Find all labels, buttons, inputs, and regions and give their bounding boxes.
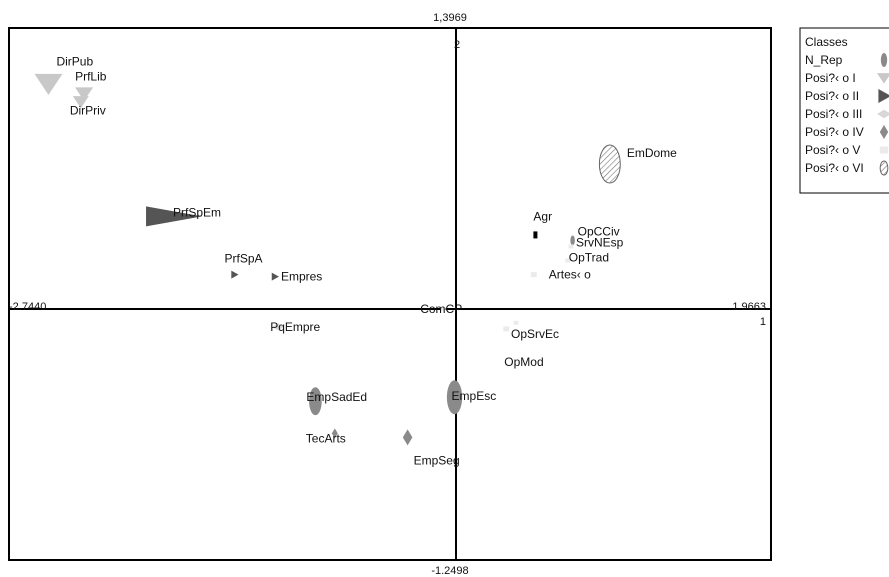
- data-point-srvnesp: [568, 244, 574, 249]
- data-point-comcp: [440, 306, 446, 311]
- point-label-prfspem: PrfSpEm: [173, 205, 221, 219]
- legend-label-i: Posi?‹ o I: [805, 71, 856, 85]
- data-point-dirpub: [34, 73, 63, 95]
- point-label-emdome: EmDome: [627, 146, 677, 160]
- data-point-empesc: [446, 380, 463, 415]
- x-max-label: 1.9663: [732, 301, 766, 313]
- data-point-dirpriv: [72, 96, 89, 109]
- point-label-prfspa: PrfSpA: [225, 252, 263, 266]
- legend-swatch-n-rep: [880, 53, 888, 67]
- legend-title: Classes: [805, 35, 848, 49]
- legend-label-n-rep: N_Rep: [805, 53, 843, 67]
- legend-swatch-i: [877, 73, 889, 84]
- legend-box: [799, 27, 889, 194]
- data-point-artes-o: [530, 272, 537, 278]
- x-axis-tick-label: 1: [760, 316, 766, 328]
- point-label-comcp: ComCP: [420, 302, 462, 316]
- legend-entries: N_Rep Posi?‹ o I Posi?‹ o II Posi?‹ o III Po…: [805, 53, 889, 176]
- data-point-tecarts: [331, 428, 338, 439]
- y-axis-tick-label: 2: [454, 39, 460, 51]
- data-point-opcciv: [570, 235, 575, 246]
- point-label-empesc: EmpEsc: [452, 389, 497, 403]
- legend-label-iv: Posi?‹ o IV: [805, 125, 864, 139]
- point-label-empsaded: EmpSadEd: [306, 390, 367, 404]
- y-max-label: 1,3969: [433, 12, 467, 24]
- data-point-optrad: [565, 258, 571, 263]
- legend-label-iii: Posi?‹ o III: [805, 107, 862, 121]
- x-min-label: -2.7440: [9, 301, 46, 313]
- point-label-artes-o: Artes‹ o: [549, 268, 591, 282]
- legend-label-vi: Posi?‹ o VI: [805, 161, 864, 175]
- plot-frame: [8, 27, 772, 561]
- legend-swatch-ii: [878, 89, 889, 103]
- point-label-pqempre: PqEmpre: [270, 320, 320, 334]
- point-label-optrad: OpTrad: [569, 251, 609, 265]
- data-point-emdome: [598, 144, 621, 184]
- data-point-prfspem: [146, 206, 203, 227]
- point-label-opsrvec: OpSrvEc: [511, 327, 559, 341]
- data-point-opmod: [503, 326, 510, 332]
- point-label-agr: Agr: [533, 209, 552, 223]
- data-point-empseg: [402, 429, 413, 446]
- legend-swatch-iii: [877, 109, 889, 119]
- legend: Classes N_Rep Posi?‹ o I Posi?‹ o II Posi?‹…: [799, 27, 889, 194]
- legend-label-ii: Posi?‹ o II: [805, 89, 859, 103]
- point-label-prflib: PrfLib: [75, 70, 107, 84]
- data-point-prfspa: [231, 270, 239, 279]
- legend-label-v: Posi?‹ o V: [805, 143, 860, 157]
- point-label-opmod: OpMod: [504, 355, 543, 369]
- data-point-pqempre: [272, 323, 285, 331]
- data-point-opsrvec: [513, 320, 519, 325]
- data-point-empsaded: [309, 387, 322, 416]
- point-label-srvnesp: SrvNEsp: [576, 235, 624, 249]
- data-point-agr: [533, 231, 538, 239]
- point-label-empseg: EmpSeg: [414, 453, 460, 467]
- data-point-prflib: [75, 87, 94, 101]
- point-label-tecarts: TecArts: [306, 431, 346, 445]
- legend-swatch-v: [879, 146, 889, 154]
- point-label-dirpub: DirPub: [56, 55, 93, 69]
- legend-swatch-vi: [879, 160, 889, 176]
- point-label-empres: Empres: [281, 270, 322, 284]
- data-point-empres: [271, 272, 279, 281]
- point-label-opcciv: OpCCiv: [578, 224, 620, 238]
- legend-swatch-iv: [879, 125, 889, 139]
- point-label-dirpriv: DirPriv: [70, 104, 106, 118]
- y-min-label: -1.2498: [431, 565, 468, 577]
